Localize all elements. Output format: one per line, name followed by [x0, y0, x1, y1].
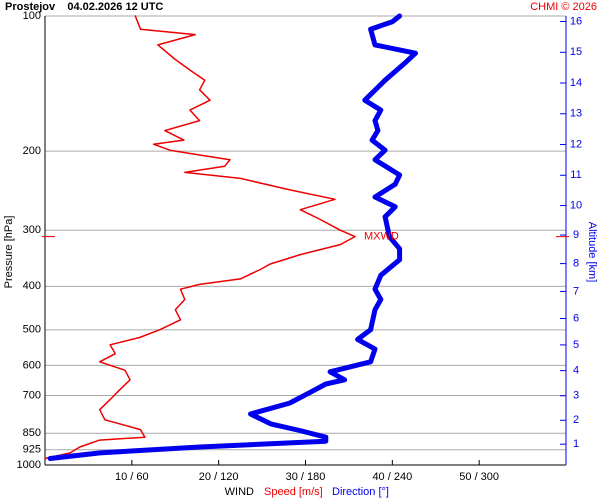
- legend-direction: Direction [°]: [332, 486, 389, 498]
- x-tick-label: 10 / 60: [115, 471, 149, 483]
- y2-tick-label: 12: [570, 138, 582, 150]
- x-tick-label: 30 / 180: [286, 471, 326, 483]
- x-tick-label: 40 / 240: [372, 471, 412, 483]
- y2-tick-label: 16: [570, 15, 582, 27]
- y-tick-label: 400: [23, 280, 41, 292]
- y2-tick-label: 3: [573, 390, 579, 402]
- y2-tick-label: 8: [573, 258, 579, 270]
- legend-title: WIND: [225, 486, 254, 498]
- y2-tick-label: 5: [573, 339, 579, 351]
- y2-tick-label: 14: [570, 77, 582, 89]
- y2-tick-label: 6: [573, 312, 579, 324]
- y2-tick-label: 10: [570, 199, 582, 211]
- y-tick-label: 200: [23, 145, 41, 157]
- y-tick-label: 600: [23, 359, 41, 371]
- x-tick-label: 50 / 300: [459, 471, 499, 483]
- y-tick-label: 925: [23, 444, 41, 456]
- y-tick-label: 700: [23, 389, 41, 401]
- annotation: MXWD: [364, 231, 399, 243]
- y2-axis-label: Altitude [km]: [586, 222, 598, 283]
- y-tick-label: 500: [23, 324, 41, 336]
- y-tick-label: 300: [23, 224, 41, 236]
- y2-tick-label: 13: [570, 108, 582, 120]
- chart-title: Prostejov 04.02.2026 12 UTC: [5, 1, 163, 13]
- y2-tick-label: 2: [573, 414, 579, 426]
- y-tick-label: 100: [23, 10, 41, 22]
- y2-tick-label: 4: [573, 365, 579, 377]
- y-tick-label: 850: [23, 427, 41, 439]
- y2-tick-label: 1: [573, 438, 579, 450]
- y-tick-label: 1000: [17, 459, 41, 471]
- y2-tick-label: 15: [570, 46, 582, 58]
- series-line: [44, 15, 356, 460]
- y2-tick-label: 11: [570, 169, 581, 181]
- credit: CHMI © 2026: [530, 1, 597, 13]
- y-axis-label: Pressure [hPa]: [3, 216, 15, 289]
- y2-tick-label: 9: [573, 229, 579, 241]
- legend-speed: Speed [m/s]: [264, 486, 323, 498]
- x-tick-label: 20 / 120: [199, 471, 239, 483]
- y2-tick-label: 7: [573, 285, 579, 297]
